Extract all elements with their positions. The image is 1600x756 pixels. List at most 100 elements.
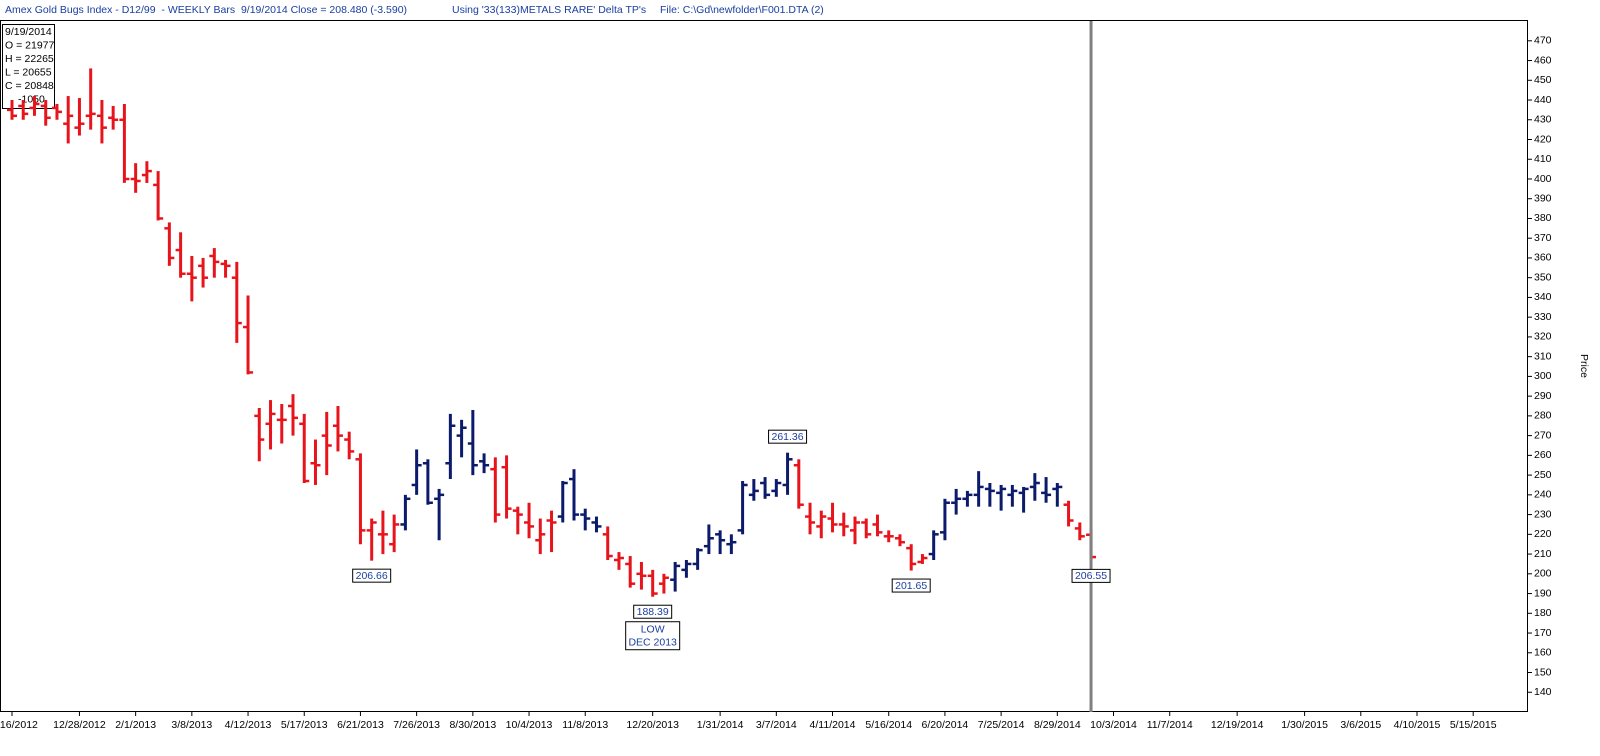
y-tick-label: 450	[1534, 74, 1552, 86]
ohlc-bar	[186, 255, 197, 302]
y-tick-label: 270	[1534, 429, 1552, 441]
info-line: 9/19/2014	[5, 26, 52, 38]
annotation-label: 188.39	[637, 606, 669, 618]
ohlc-bar	[1018, 486, 1029, 513]
annotation-box	[352, 568, 392, 583]
y-tick-label: 230	[1534, 508, 1552, 520]
y-tick-label: 460	[1534, 54, 1552, 66]
ohlc-bar	[591, 516, 602, 533]
ohlc-bar	[175, 232, 186, 278]
ohlc-bar	[692, 548, 703, 570]
ohlc-bar	[996, 484, 1007, 511]
ohlc-bar	[355, 453, 366, 545]
ohlc-bar	[951, 488, 962, 515]
x-tick-label: 3/6/2015	[1340, 719, 1381, 731]
ohlc-bar	[973, 471, 984, 507]
ohlc-bar	[1029, 473, 1040, 501]
ohlc-bar	[771, 479, 782, 497]
y-tick-label: 220	[1534, 528, 1552, 540]
ohlc-bar	[422, 459, 433, 505]
y-tick-label: 310	[1534, 350, 1552, 362]
ohlc-bar	[479, 453, 490, 474]
ohlc-bar	[557, 481, 568, 523]
ohlc-bar	[209, 248, 220, 278]
x-tick-label: 5/16/2014	[865, 719, 912, 731]
ohlc-bar	[872, 514, 883, 537]
ohlc-bar	[1007, 484, 1018, 507]
ohlc-bar	[737, 481, 748, 535]
plot-frame	[0, 20, 1528, 712]
ohlc-bar	[1052, 483, 1063, 507]
y-tick-label: 240	[1534, 489, 1552, 501]
ohlc-bar	[18, 100, 29, 120]
ohlc-bar	[434, 488, 445, 541]
x-tick-label: 10/3/2014	[1090, 719, 1137, 731]
x-tick-label: 1/31/2014	[697, 719, 744, 731]
y-tick-label: 330	[1534, 311, 1552, 323]
ohlc-bar	[850, 516, 860, 545]
ohlc-bar	[411, 449, 422, 495]
ohlc-bar	[827, 502, 838, 533]
annotation-box	[891, 578, 931, 593]
ohlc-bar	[344, 431, 355, 460]
y-tick-label: 470	[1534, 35, 1552, 47]
y-tick-label: 210	[1534, 548, 1552, 560]
x-tick-label: 11/8/2013	[562, 719, 608, 731]
x-tick-label: 12/28/2012	[53, 719, 106, 731]
x-tick-label: 11/16/2012	[0, 719, 38, 731]
ohlc-bar	[321, 411, 332, 476]
ohlc-bar	[63, 96, 74, 144]
y-tick-label: 280	[1534, 410, 1552, 422]
ohlc-bar	[119, 103, 130, 183]
annotation-box	[633, 604, 673, 619]
annotation-note: LOW	[641, 624, 665, 636]
ohlc-bar	[490, 457, 501, 523]
x-tick-label: 2/1/2013	[115, 719, 156, 731]
y-axis-label: Price	[1578, 354, 1590, 378]
annotation-label: 206.55	[1075, 570, 1107, 582]
x-tick-label: 5/15/2015	[1450, 719, 1497, 731]
chart-subtitle: Using '33(133)METALS RARE' Delta TP's	[452, 4, 646, 16]
ohlc-bar	[726, 534, 737, 555]
ohlc-bar	[51, 103, 62, 120]
ohlc-bar	[141, 161, 152, 183]
annotation-box	[1071, 568, 1111, 583]
ohlc-bar	[501, 455, 512, 519]
ohlc-bar	[310, 439, 321, 485]
ohlc-bar	[805, 502, 816, 535]
ohlc-bar	[130, 163, 141, 193]
ohlc-bar	[220, 259, 231, 278]
ohlc-bar	[580, 508, 591, 531]
ohlc-bar	[670, 561, 681, 592]
y-tick-label: 190	[1534, 587, 1552, 599]
y-tick-label: 290	[1534, 390, 1552, 402]
x-tick-label: 6/20/2014	[922, 719, 969, 731]
ohlc-bar	[658, 573, 669, 594]
ohlc-bar	[74, 98, 85, 136]
ohlc-bar	[366, 518, 377, 561]
ohlc-bar	[1041, 477, 1052, 503]
ohlc-bar	[647, 569, 658, 597]
ohlc-bar	[512, 506, 523, 535]
ohlc-bar	[243, 295, 254, 375]
ohlc-bar	[546, 510, 557, 553]
ohlc-bar	[928, 530, 939, 560]
chart-title: Amex Gold Bugs Index - D12/99 - WEEKLY B…	[5, 4, 407, 16]
ohlc-bar	[883, 530, 894, 543]
ohlc-bar	[96, 100, 107, 144]
y-tick-label: 350	[1534, 271, 1552, 283]
x-tick-label: 7/26/2013	[393, 719, 440, 731]
y-tick-label: 170	[1534, 627, 1552, 639]
ohlc-bar	[467, 409, 478, 476]
y-tick-label: 150	[1534, 666, 1552, 678]
ohlc-bar	[40, 100, 51, 126]
x-tick-label: 3/8/2013	[171, 719, 212, 731]
ohlc-bar	[1063, 500, 1074, 527]
y-tick-label: 250	[1534, 469, 1552, 481]
y-tick-label: 200	[1534, 568, 1552, 580]
ohlc-bar	[153, 171, 164, 221]
y-tick-label: 420	[1534, 133, 1552, 145]
ohlc-bar	[939, 498, 950, 541]
info-line: H = 22265	[5, 53, 54, 65]
